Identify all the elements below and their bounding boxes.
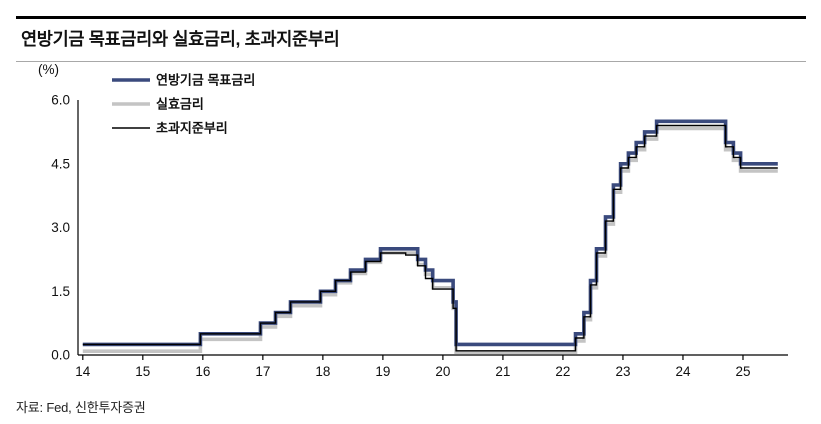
- x-tick-label: 17: [255, 364, 270, 379]
- source-note: 자료: Fed, 신한투자증권: [16, 400, 146, 415]
- y-tick-label: 0.0: [51, 348, 70, 363]
- legend-label-1: 실효금리: [156, 97, 204, 112]
- legend-label-2: 초과지준부리: [156, 121, 228, 136]
- x-tick-label: 25: [735, 364, 750, 379]
- chart-title: 연방기금 목표금리와 실효금리, 초과지준부리: [21, 29, 340, 49]
- legend-label-0: 연방기금 목표금리: [156, 73, 255, 88]
- y-axis-unit-label: (%): [38, 62, 59, 77]
- x-tick-label: 18: [315, 364, 330, 379]
- chart-canvas: (%) 0.0 1.5 3.0 4.5 6.0 14 15 16 17 18 19 20 21 22 23 24…: [38, 62, 788, 379]
- y-tick-label: 4.5: [51, 156, 70, 171]
- chart-header: 연방기금 목표금리와 실효금리, 초과지준부리: [16, 16, 806, 62]
- x-tick-label: 19: [375, 364, 390, 379]
- x-tick-label: 20: [435, 364, 450, 379]
- x-tick-label: 21: [495, 364, 510, 379]
- x-tick-label: 24: [675, 364, 691, 379]
- series-line-실효금리: [82, 126, 778, 355]
- x-tick-label: 14: [75, 364, 91, 379]
- y-tick-label: 1.5: [51, 284, 70, 299]
- series-line-연방기금 목표금리: [82, 119, 778, 347]
- x-tick-label: 23: [615, 364, 630, 379]
- x-tick-label: 16: [195, 364, 210, 379]
- x-tick-label: 15: [135, 364, 150, 379]
- x-tick-label: 22: [555, 364, 570, 379]
- y-tick-label: 3.0: [51, 220, 70, 235]
- y-tick-label: 6.0: [51, 93, 70, 108]
- series-line-초과지준부리: [82, 124, 778, 352]
